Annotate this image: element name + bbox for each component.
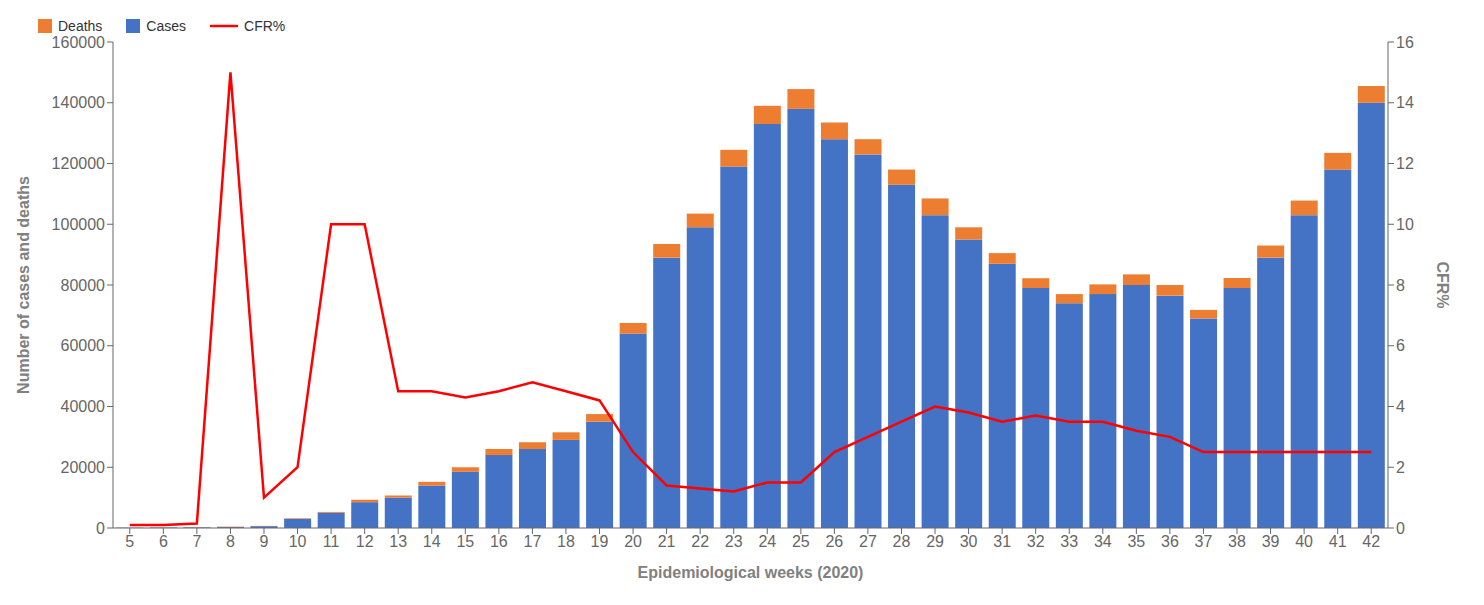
svg-text:20: 20 [624,533,642,550]
svg-text:CFR%: CFR% [1434,261,1451,308]
html-text:Deaths: Deaths [58,18,103,34]
svg-text:6: 6 [159,533,168,550]
svg-text:32: 32 [1027,533,1045,550]
svg-text:80000: 80000 [61,277,106,294]
svg-text:160000: 160000 [52,34,105,51]
svg-text:8: 8 [226,533,235,550]
svg-text:42: 42 [1362,533,1380,550]
svg-text:37: 37 [1195,533,1213,550]
svg-text:18: 18 [557,533,575,550]
svg-text:20000: 20000 [61,459,106,476]
svg-text:16: 16 [1396,34,1414,51]
svg-text:22: 22 [691,533,709,550]
svg-text:10: 10 [1396,216,1414,233]
svg-text:60000: 60000 [61,337,106,354]
svg-text:14: 14 [423,533,441,550]
svg-text:28: 28 [893,533,911,550]
svg-text:19: 19 [591,533,609,550]
svg-text:5: 5 [125,533,134,550]
html-text:CFR%: CFR% [244,18,286,34]
svg-text:8: 8 [1396,277,1405,294]
svg-text:12: 12 [356,533,374,550]
svg-text:16: 16 [490,533,508,550]
svg-text:7: 7 [192,533,201,550]
svg-text:33: 33 [1060,533,1078,550]
svg-text:4: 4 [1396,398,1405,415]
svg-text:30: 30 [960,533,978,550]
svg-text:23: 23 [725,533,743,550]
svg-text:31: 31 [993,533,1011,550]
svg-text:12: 12 [1396,155,1414,172]
svg-text:140000: 140000 [52,94,105,111]
svg-text:Number of cases and deaths: Number of cases and deaths [15,176,32,394]
svg-text:9: 9 [260,533,269,550]
svg-text:36: 36 [1161,533,1179,550]
svg-text:17: 17 [524,533,542,550]
svg-text:35: 35 [1127,533,1145,550]
svg-text:0: 0 [1396,520,1405,537]
html-text:Cases: Cases [146,18,186,34]
svg-text:Epidemiological weeks (2020): Epidemiological weeks (2020) [638,564,864,581]
svg-text:27: 27 [859,533,877,550]
svg-text:25: 25 [792,533,810,550]
svg-text:40000: 40000 [61,398,106,415]
svg-text:6: 6 [1396,337,1405,354]
svg-text:34: 34 [1094,533,1112,550]
svg-text:24: 24 [758,533,776,550]
svg-text:26: 26 [825,533,843,550]
svg-text:40: 40 [1295,533,1313,550]
svg-text:38: 38 [1228,533,1246,550]
svg-text:39: 39 [1262,533,1280,550]
svg-text:15: 15 [456,533,474,550]
svg-text:21: 21 [658,533,676,550]
svg-text:14: 14 [1396,94,1414,111]
svg-text:41: 41 [1329,533,1347,550]
svg-text:2: 2 [1396,459,1405,476]
svg-text:120000: 120000 [52,155,105,172]
svg-text:11: 11 [323,533,340,550]
svg-text:13: 13 [389,533,407,550]
svg-text:100000: 100000 [52,216,105,233]
svg-text:0: 0 [96,520,105,537]
svg-text:29: 29 [926,533,944,550]
svg-text:10: 10 [289,533,307,550]
